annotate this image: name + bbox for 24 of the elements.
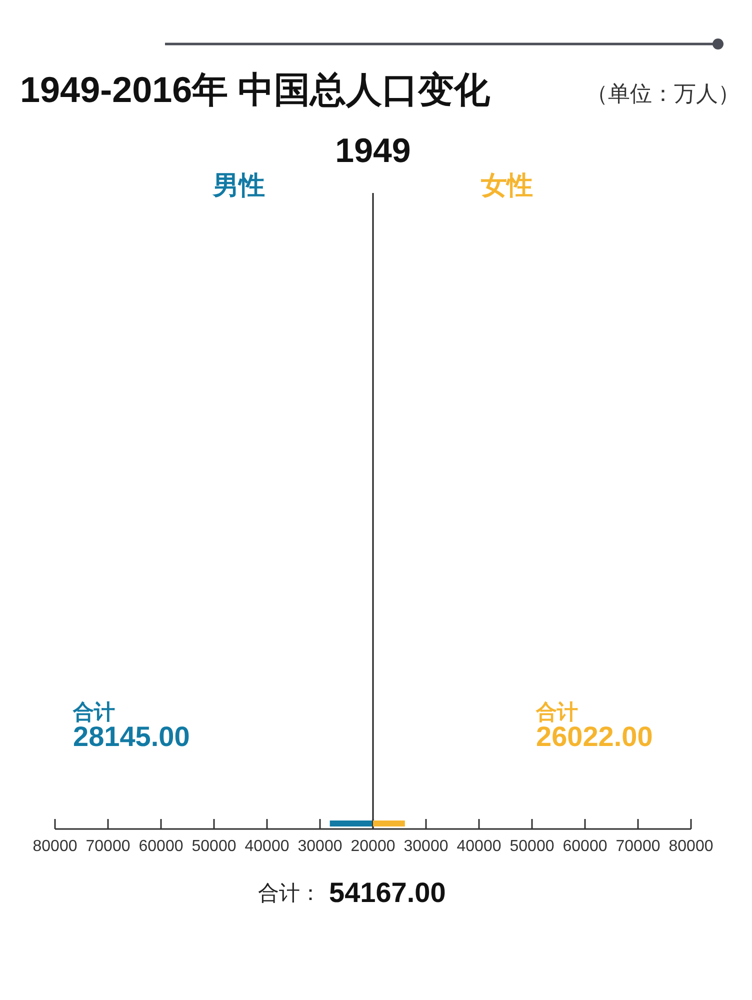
annotation: 26022.00: [536, 721, 653, 752]
x-tick-label: 30000: [298, 838, 342, 855]
title: 1949-2016年 中国总人口变化: [20, 69, 490, 110]
x-tick-label: 50000: [510, 838, 554, 855]
annotation: 54167.00: [329, 877, 446, 908]
x-tick-label: 30000: [404, 838, 448, 855]
x-tick-label: 70000: [616, 838, 660, 855]
annotation: 28145.00: [73, 721, 190, 752]
annotation: 1949: [335, 132, 411, 170]
x-tick-label: 60000: [138, 838, 184, 855]
annotation: 合计: [73, 701, 115, 724]
series-name: 女性: [481, 170, 533, 200]
x-tick-label: 80000: [668, 838, 714, 855]
x-tick-label: 40000: [244, 838, 290, 855]
annotation: 合计: [536, 701, 578, 724]
x-tick-label: 70000: [86, 838, 130, 855]
x-tick-label: 20000: [350, 838, 396, 855]
annotation: 合计：: [258, 882, 321, 905]
series-name: 男性: [213, 170, 265, 200]
x-tick-label: 80000: [32, 838, 78, 855]
subtitle: （单位：万人）: [586, 81, 740, 106]
x-tick-label: 50000: [192, 838, 236, 855]
x-tick-label: 60000: [562, 838, 608, 855]
x-tick-label: 40000: [456, 838, 502, 855]
